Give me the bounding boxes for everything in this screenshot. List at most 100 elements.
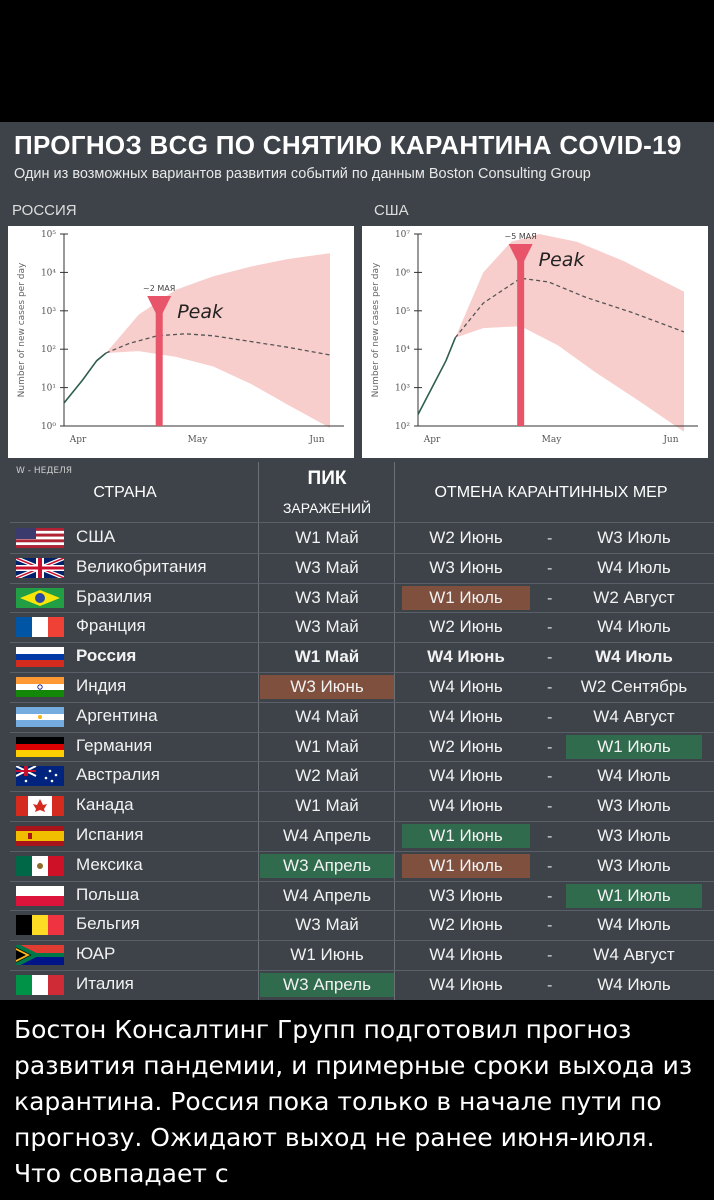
brazil-flag-icon [16,587,64,608]
belgium-flag-icon [16,915,64,936]
country-name: ЮАР [76,944,116,964]
argentina-flag-icon [16,706,64,727]
russia-flag-icon [16,647,64,668]
italy-flag-icon [16,975,64,995]
lift-start-cell: W3 Июнь [429,885,503,905]
peak-date-annotation: ~5 МАЯ [505,232,537,241]
lift-start-cell: W4 Июнь [429,766,503,786]
peak-cell: W3 Май [295,557,359,577]
row-divider [10,701,714,703]
y-tick-label: 10³ [395,384,410,394]
caption-text: Бостон Консалтинг Групп подготовил прогн… [14,1015,693,1188]
lift-end-cell: W3 Июль [597,855,671,875]
row-divider [10,850,714,852]
range-dash: - [547,797,553,816]
header-peak: ПИК [307,468,347,489]
lift-end-cell: W1 Июль [566,883,702,908]
lift-end-cell: W1 Июль [566,734,702,759]
range-dash: - [547,618,553,637]
lift-end-cell: W4 Июль [597,766,671,786]
south-africa-flag-icon [15,943,64,967]
table-row: Италия W3 Апрель W4 Июнь - W4 Июль [10,971,714,1000]
row-divider [10,731,714,733]
y-tick-label: 10² [395,422,410,432]
lift-start-cell: W1 Июль [402,853,530,878]
x-tick-label: Apr [69,435,87,445]
quarantine-table: W - НЕДЕЛЯ СТРАНА ПИК ЗАРАЖЕНИЙ ОТМЕНА КАРАН… [10,462,714,1000]
peak-cell: W3 Июнь [260,675,394,699]
y-axis-label: Number of new cases per day [17,262,27,397]
infographic-subtitle: Один из возможных вариантов развития соб… [14,166,591,182]
y-tick-label: 10² [41,345,56,355]
range-dash: - [547,946,553,965]
range-dash: - [547,737,553,756]
table-row: Бельгия W3 Май W2 Июнь - W4 Июль [10,911,714,942]
table-row: Аргентина W4 Май W4 Июнь - W4 Август [10,703,714,733]
y-tick-label: 10⁵ [395,307,410,317]
lift-end-cell: W2 Сентябрь [580,677,688,696]
country-name: Испания [76,825,144,844]
australia-flag-icon [15,765,64,787]
table-row: Австралия W2 Май W4 Июнь - W4 Июль [10,762,714,793]
peak-cell: W1 Май [294,647,360,667]
forecast-line [105,333,331,356]
header-peak-sub: ЗАРАЖЕНИЙ [282,500,372,516]
confidence-band [106,253,330,428]
country-name: Бразилия [76,586,152,606]
lift-start-cell: W4 Июнь [429,706,503,726]
lift-end-cell: W4 Июль [597,975,671,994]
lift-end-cell: W3 Июль [597,826,671,845]
range-dash: - [547,648,553,667]
lift-end-cell: W2 Август [593,587,675,607]
country-name: Франция [76,616,146,636]
range-dash: - [547,886,553,905]
peak-date-annotation: ~2 МАЯ [143,284,175,293]
table-row: Мексика W3 Апрель W1 Июль - W3 Июль [10,852,714,882]
table-row: Бразилия W3 Май W1 Июль - W2 Август [10,584,714,614]
country-name: Индия [76,676,127,695]
france-flag-icon [16,617,64,638]
range-dash: - [547,916,553,935]
bcg-infographic: ПРОГНОЗ BCG ПО СНЯТИЮ КАРАНТИНА COVID-19… [0,122,714,1000]
peak-cell: W4 Апрель [283,885,371,905]
table-row: Польша W4 Апрель W3 Июнь - W1 Июль [10,882,714,912]
lift-end-cell: W4 Август [593,945,675,965]
peak-cell: W1 Май [295,736,359,756]
country-name: США [76,527,116,546]
row-divider [10,791,714,793]
lift-end-cell: W4 Июль [595,647,673,667]
y-tick-label: 10⁰ [41,422,56,432]
x-tick-label: Apr [423,435,441,445]
table-row: Германия W1 Май W2 Июнь - W1 Июль [10,733,714,763]
range-dash: - [547,707,553,726]
peak-label: Peak [177,301,224,323]
country-name: Германия [76,735,153,755]
header-divider [10,522,714,523]
table-row: Великобритания W3 Май W3 Июнь - W4 Июль [10,554,714,584]
table-row: Канада W1 Май W4 Июнь - W3 Июль [10,792,714,822]
table-row: ЮАР W1 Июнь W4 Июнь - W4 Август [10,941,714,971]
range-dash: - [547,678,553,696]
range-dash: - [547,558,553,577]
usa-panel-label: США [374,202,409,219]
country-name: Австралия [76,765,160,785]
germany-flag-icon [16,736,64,757]
canada-flag-icon [16,796,64,817]
table-row: Испания W4 Апрель W1 Июнь - W3 Июль [10,822,714,852]
lift-start-cell: W4 Июнь [429,677,503,696]
y-tick-label: 10¹ [41,384,56,394]
header-lift: ОТМЕНА КАРАНТИННЫХ МЕР [434,484,668,501]
usa-forecast-chart: 10⁷ 10⁶ 10⁵ 10⁴ 10³ 10² Number of new cases pe… [362,226,708,458]
column-divider [394,462,395,1000]
range-dash: - [547,856,553,875]
table-row: Индия W3 Июнь W4 Июнь - W2 Сентябрь [10,673,714,703]
uk-flag-icon [15,555,65,580]
y-tick-label: 10⁵ [41,230,56,240]
peak-label: Peak [539,249,586,271]
y-tick-label: 10⁷ [395,230,410,240]
peak-cell: W1 Май [295,528,359,547]
peak-cell: W1 Июнь [290,945,364,965]
range-dash: - [547,827,553,845]
peak-cell: W1 Май [295,796,359,816]
